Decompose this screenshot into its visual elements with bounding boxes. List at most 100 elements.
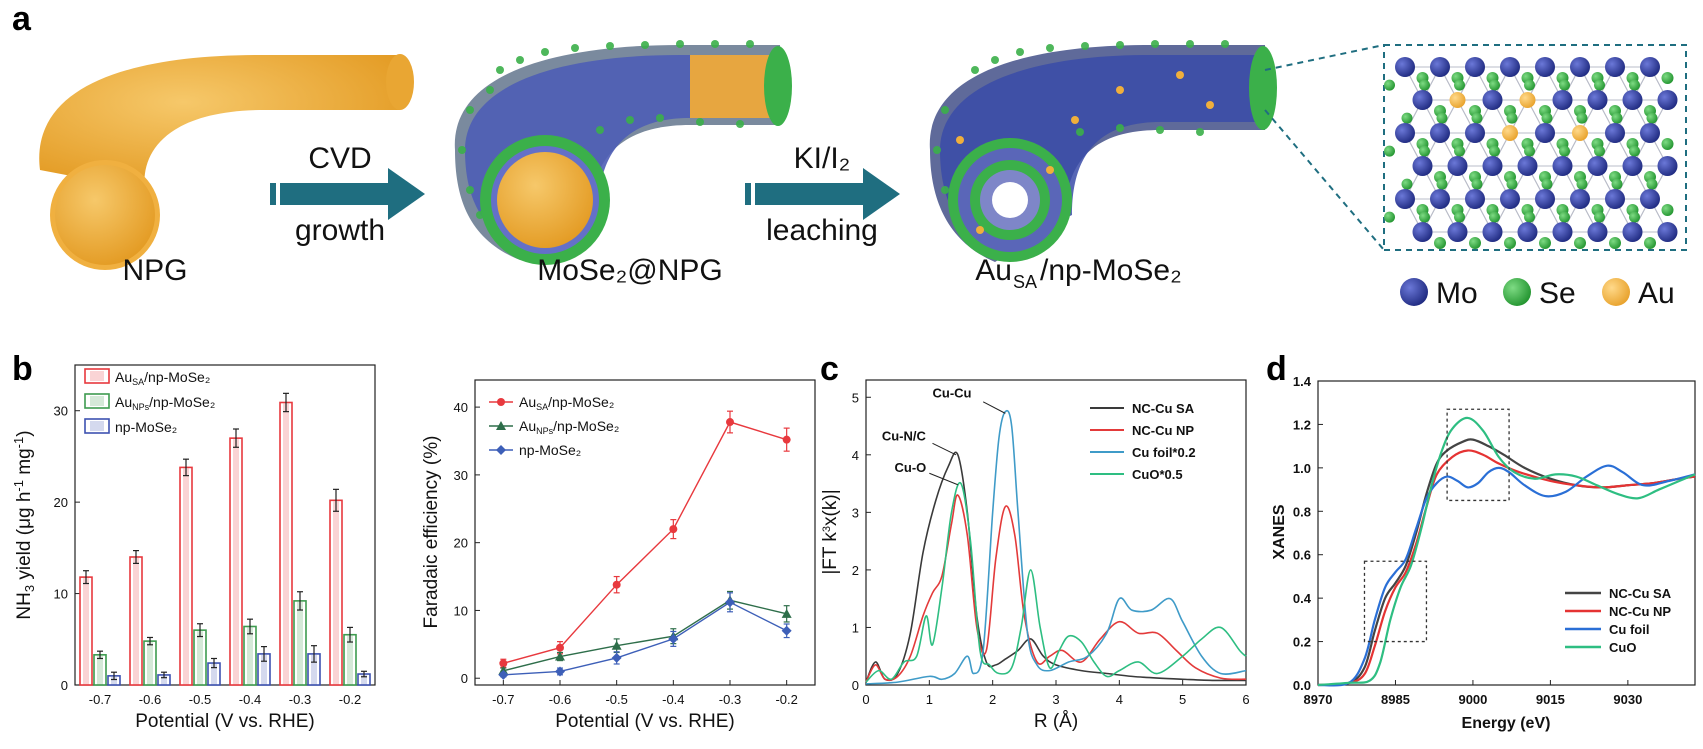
arrow-leaching <box>745 168 900 220</box>
mo-atom <box>1535 189 1555 209</box>
fe-legend-label: np-MoSe₂ <box>519 442 581 458</box>
bar-xtick-label: -0.4 <box>239 692 261 707</box>
bar-xtick-label: -0.6 <box>139 692 161 707</box>
panel-label-a: a <box>12 0 32 38</box>
mo-atom <box>1535 57 1555 77</box>
xanes-legend-label: NC-Cu SA <box>1609 586 1672 601</box>
se-atom <box>1506 178 1518 190</box>
se-atom <box>1576 112 1588 124</box>
bar-fill <box>147 642 153 685</box>
fe-plot-layer: 0 10 20 30 40 -0.7 -0.6 -0.5 -0.4 -0.3 -0.2 AuSA/np… <box>454 394 798 707</box>
bar-fill <box>97 655 103 685</box>
xanes-xtick-label: 9000 <box>1458 692 1487 707</box>
exafs-legend-label: NC-Cu SA <box>1132 401 1195 416</box>
fe-ytick-label: 0 <box>461 671 468 686</box>
exafs-ytick-label: 5 <box>852 390 859 405</box>
bar-legend-fill <box>90 421 104 431</box>
exafs-annotation-leader <box>932 442 957 456</box>
mo-atom <box>1605 123 1625 143</box>
se-atom <box>1454 79 1465 91</box>
fe-point <box>668 633 679 644</box>
xanes-plot-layer: 0.0 0.2 0.4 0.6 0.8 1.0 1.2 1.4 8970 8985 9000 9015… <box>1293 374 1696 707</box>
xanes-series-line <box>1317 449 1696 687</box>
xanes-series-line <box>1317 464 1696 687</box>
mo-atom <box>1430 57 1450 77</box>
se-atom <box>1661 72 1674 84</box>
se-atom <box>1646 112 1658 124</box>
mo-atom <box>1640 57 1660 77</box>
se-atom <box>1576 178 1588 190</box>
bar-fill <box>183 468 189 685</box>
au-atom-icon <box>1602 278 1630 306</box>
bar-plot-frame <box>74 364 376 686</box>
se-atom <box>1594 79 1605 91</box>
se-atom <box>1384 79 1395 91</box>
exafs-xtick-label: 4 <box>1116 692 1123 707</box>
bar-fill <box>233 439 239 685</box>
mo-atom <box>1430 189 1450 209</box>
fe-series-line <box>503 601 787 676</box>
mo-atom <box>1622 222 1643 242</box>
exafs-series-line <box>865 494 1247 683</box>
mo-atom <box>1412 156 1433 176</box>
mo-atom <box>1465 123 1485 143</box>
mo-atom <box>1640 189 1660 209</box>
panel-label-c: c <box>820 350 839 388</box>
xanes-ytick-label: 1.0 <box>1293 461 1311 476</box>
fe-series-line <box>503 599 787 672</box>
xanes-ytick-label: 0.2 <box>1293 635 1311 650</box>
fe-legend-marker <box>497 398 505 406</box>
se-atom <box>1541 178 1553 190</box>
bar-fill <box>347 635 353 685</box>
fe-xlabel: Potential (V vs. RHE) <box>555 711 735 732</box>
exafs-series-line <box>865 481 1247 683</box>
exafs-legend-label: CuO*0.5 <box>1132 467 1183 482</box>
mo-atom <box>1552 222 1573 242</box>
exafs-ytick-label: 3 <box>852 505 859 520</box>
exafs-series-line <box>865 451 1247 683</box>
bar-fill <box>361 675 367 685</box>
bar-legend-swatch <box>84 393 110 409</box>
mo-atom <box>1482 90 1503 110</box>
xanes-ytick-label: 0.6 <box>1293 548 1311 563</box>
exafs-legend-label: Cu foil*0.2 <box>1132 445 1196 460</box>
mo-atom <box>1430 123 1450 143</box>
fe-xtick-label: -0.3 <box>719 692 741 707</box>
mo-atom <box>1500 189 1520 209</box>
fe-point <box>612 580 621 589</box>
se-atom <box>1401 112 1413 124</box>
bar-xtick-label: -0.2 <box>339 692 361 707</box>
fe-point <box>611 640 622 650</box>
fe-point <box>555 666 565 677</box>
bar-fill <box>297 601 303 685</box>
au-atom <box>1449 92 1466 108</box>
se-atom <box>1471 178 1483 190</box>
bar-xtick-label: -0.3 <box>289 692 311 707</box>
mo-atom <box>1657 156 1678 176</box>
au-atom <box>1572 125 1588 141</box>
se-atom <box>1609 237 1621 249</box>
se-atom <box>1541 112 1553 124</box>
bar-fill <box>283 403 289 685</box>
bar-xtick-label: -0.5 <box>189 692 211 707</box>
se-atom <box>1559 79 1570 91</box>
bar-ytick-label: 10 <box>54 587 68 602</box>
se-atom <box>1524 211 1535 223</box>
se-atom <box>1629 211 1640 223</box>
panel-d-xanes-chart: d 0.0 0.2 0.4 0.6 0.8 1.0 1.2 1.4 8970 8985 9000 90… <box>1266 350 1696 732</box>
fe-ytick-label: 40 <box>454 400 468 415</box>
se-atom <box>1489 79 1500 91</box>
legend-se: Se <box>1539 277 1576 310</box>
mo-atom <box>1587 90 1608 110</box>
fe-point <box>781 625 792 636</box>
mo-atom <box>1552 90 1573 110</box>
legend-au: Au <box>1638 277 1675 310</box>
se-atom <box>1419 79 1430 91</box>
se-atom <box>1611 178 1623 190</box>
label-au-sub: SA <box>1013 272 1037 292</box>
bar-fill <box>211 664 217 685</box>
bar-ytick-label: 0 <box>61 678 68 693</box>
exafs-ylabel: |FT k3x(k)| <box>820 489 841 574</box>
label-npg: NPG <box>122 254 187 287</box>
exafs-annotation-leader <box>982 401 1006 414</box>
